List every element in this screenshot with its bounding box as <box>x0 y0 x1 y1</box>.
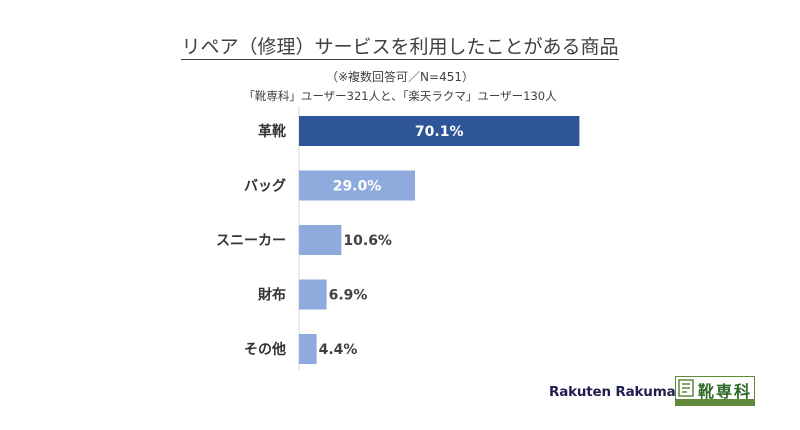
value-label-3: 6.9% <box>329 288 368 304</box>
kutsu-senka-mark-icon <box>678 379 694 397</box>
kutsu-senka-logo-text: 靴専科 <box>698 382 753 401</box>
category-label-2: スニーカー <box>216 233 286 249</box>
value-label-0: 70.1% <box>415 124 464 140</box>
chart-title-text: リペア（修理）サービスを利用したことがある商品 <box>181 36 619 60</box>
category-label-3: 財布 <box>257 287 286 304</box>
chart-note: 「靴専科」ユーザー321人と、「楽天ラクマ」ユーザー130人 <box>243 89 557 103</box>
bar-1 <box>299 170 415 201</box>
value-label-2: 10.6% <box>343 233 392 249</box>
bar-3 <box>299 279 327 310</box>
value-label-4: 4.4% <box>319 342 358 358</box>
kutsu-senka-logo: 靴専科 <box>675 376 755 406</box>
category-label-0: 革靴 <box>258 123 286 140</box>
chart-subtitle: （※複数回答可／N=451） <box>326 70 474 84</box>
category-label-4: その他 <box>244 341 286 358</box>
bar-0 <box>299 116 580 146</box>
category-label-1: バッグ <box>244 178 286 195</box>
value-label-1: 29.0% <box>333 179 382 195</box>
rakuten-rakuma-logo: Rakuten Rakuma <box>549 384 676 400</box>
bar-4 <box>299 334 317 364</box>
chart-title: リペア（修理）サービスを利用したことがある商品 <box>0 32 800 60</box>
bar-2 <box>299 225 342 255</box>
kutsu-senka-logo-bar <box>676 399 754 405</box>
